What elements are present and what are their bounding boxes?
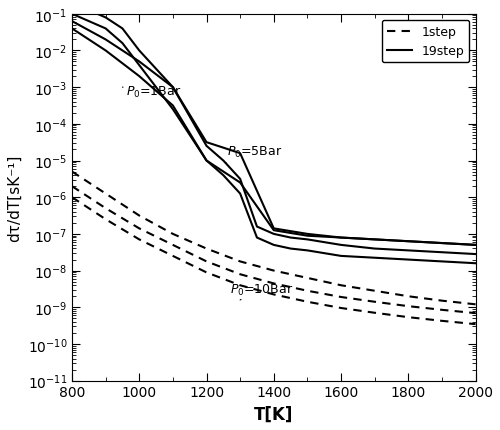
- X-axis label: T[K]: T[K]: [254, 405, 294, 423]
- Legend: 1step, 19step: 1step, 19step: [382, 21, 470, 63]
- Text: $P_0$=1Bar: $P_0$=1Bar: [122, 84, 181, 99]
- Text: $P_0$=5Bar: $P_0$=5Bar: [226, 144, 282, 164]
- Y-axis label: dτ/dT[sK⁻¹]: dτ/dT[sK⁻¹]: [7, 154, 22, 241]
- Text: $P_0$=10Bar: $P_0$=10Bar: [230, 282, 294, 300]
